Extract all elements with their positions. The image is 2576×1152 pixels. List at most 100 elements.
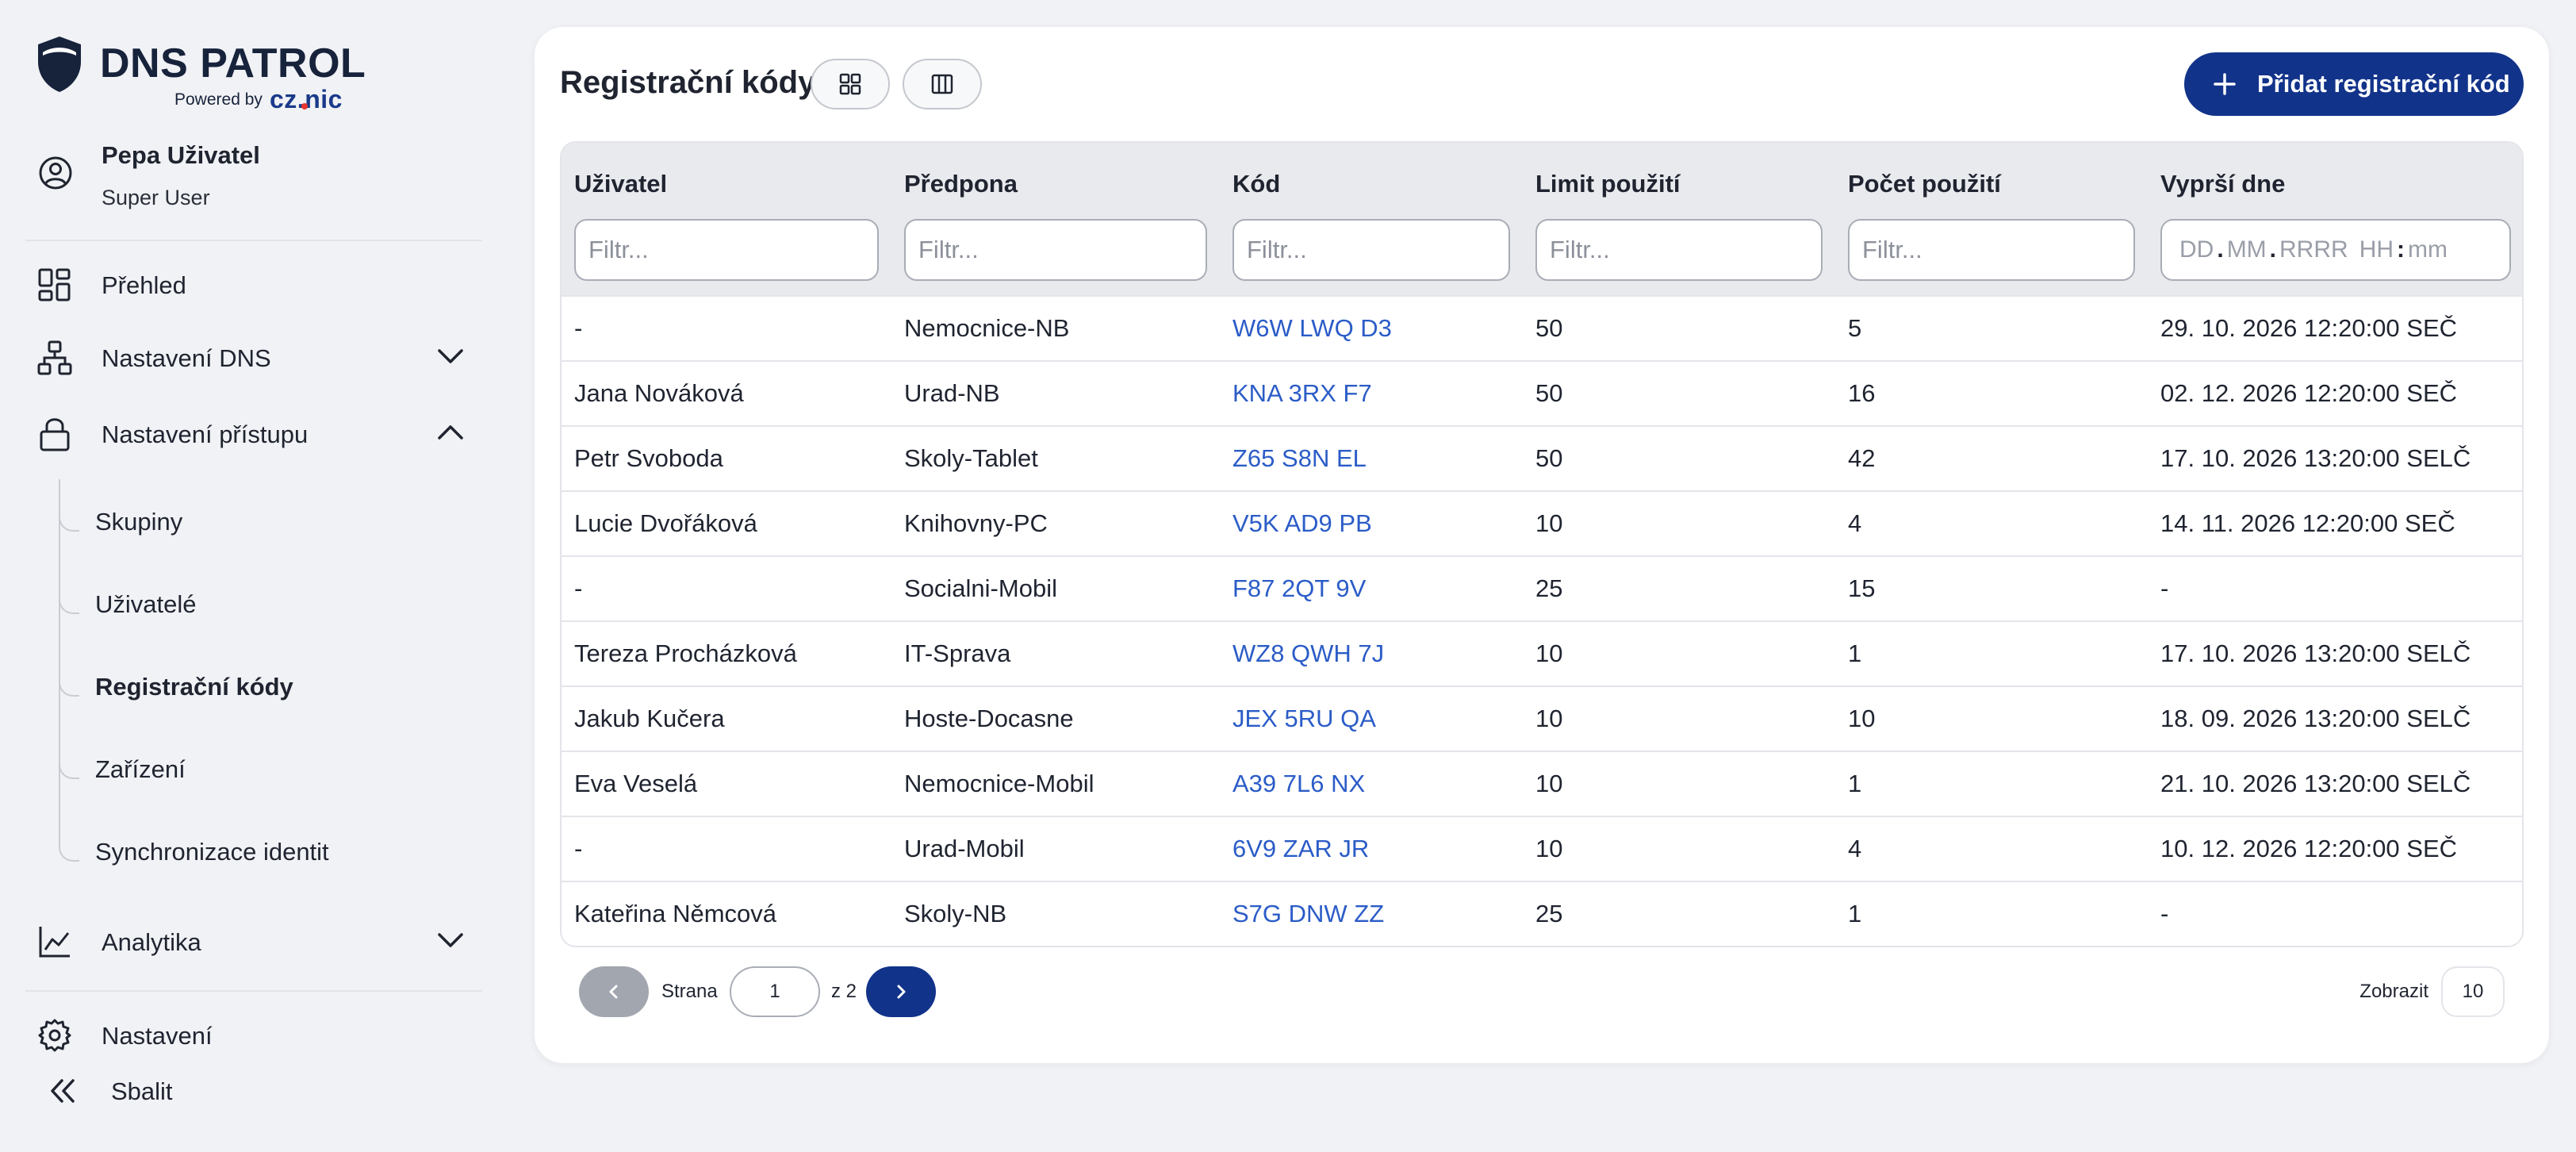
chevron-left-icon <box>609 985 618 999</box>
date-separator: . <box>2269 236 2277 263</box>
cell-code[interactable]: KNA 3RX F7 <box>1232 379 1372 407</box>
add-button-label: Přidat registrační kód <box>2257 70 2510 98</box>
cell-user: Lucie Dvořáková <box>574 509 757 537</box>
grid-view-icon <box>839 73 861 95</box>
filter-usage-count-input[interactable] <box>1848 219 2135 281</box>
page-size-select[interactable]: 10 <box>2441 966 2505 1017</box>
cell-user: - <box>574 574 583 602</box>
page-number-input[interactable] <box>730 966 820 1017</box>
column-header-usage-count[interactable]: Počet použití <box>1848 170 2001 198</box>
cell-usage-limit: 10 <box>1535 705 1563 732</box>
cell-usage-count: 10 <box>1848 705 1876 732</box>
cell-code[interactable]: W6W LWQ D3 <box>1232 314 1392 342</box>
column-header-prefix[interactable]: Předpona <box>904 170 1018 198</box>
cell-prefix: IT-Sprava <box>904 639 1011 667</box>
cell-code[interactable]: JEX 5RU QA <box>1232 705 1376 732</box>
tree-connector <box>59 495 79 532</box>
table-row[interactable]: Jakub Kučera Hoste-Docasne JEX 5RU QA 10 10 1… <box>562 685 2522 751</box>
cell-usage-count: 5 <box>1848 314 1862 342</box>
columns-icon <box>931 74 953 94</box>
time-minute-placeholder: mm <box>2408 236 2448 263</box>
cell-expires: 10. 12. 2026 12:20:00 SEČ <box>2160 835 2458 862</box>
main-card: Registrační kódy Přidat registrační kód … <box>535 27 2549 1063</box>
cell-usage-limit: 25 <box>1535 574 1563 602</box>
sidebar-item-settings[interactable]: Nastavení <box>36 1008 481 1060</box>
dns-patrol-logo[interactable]: DNS PATROL Powered by cz.nic <box>36 35 370 117</box>
table-row[interactable]: - Nemocnice-NB W6W LWQ D3 50 5 29. 10. 2026 1… <box>562 295 2522 360</box>
table-row[interactable]: Tereza Procházková IT-Sprava WZ8 QWH 7J 10 1… <box>562 620 2522 685</box>
table-row[interactable]: - Socialni-Mobil F87 2QT 9V 25 15 - <box>562 555 2522 620</box>
table-row[interactable]: - Urad-Mobil 6V9 ZAR JR 10 4 10. 12. 2026 12:… <box>562 816 2522 881</box>
sidebar-subitem-registration-codes[interactable]: Registrační kódy <box>59 660 471 708</box>
shield-logo-icon <box>38 36 81 92</box>
table-row[interactable]: Jana Nováková Urad-NB KNA 3RX F7 50 16 02. 12… <box>562 360 2522 425</box>
sidebar-subitem-identity-sync[interactable]: Synchronizace identit <box>59 825 471 873</box>
columns-view-button[interactable] <box>903 59 982 109</box>
filter-user-input[interactable] <box>574 219 879 281</box>
sidebar-item-overview[interactable]: Přehled <box>36 257 481 309</box>
column-header-usage-limit[interactable]: Limit použití <box>1535 170 1681 198</box>
filter-prefix-input[interactable] <box>904 219 1207 281</box>
grid-view-button[interactable] <box>811 59 890 109</box>
filter-usage-limit-input[interactable] <box>1535 219 1823 281</box>
next-page-button[interactable] <box>866 966 936 1017</box>
chevron-right-icon <box>897 985 906 999</box>
cell-usage-limit: 10 <box>1535 835 1563 862</box>
powered-by-label: Powered by <box>174 90 263 109</box>
add-registration-code-button[interactable]: Přidat registrační kód <box>2184 52 2524 116</box>
cell-user: Jakub Kučera <box>574 705 725 732</box>
tree-connector <box>59 578 79 614</box>
filter-expiry-date-input[interactable]: DD . MM . RRRR HH : mm <box>2160 219 2511 281</box>
cell-code[interactable]: Z65 S8N EL <box>1232 444 1367 472</box>
cell-expires: - <box>2160 574 2169 602</box>
column-header-user[interactable]: Uživatel <box>574 170 668 198</box>
sidebar-subitem-users[interactable]: Uživatelé <box>59 578 471 625</box>
tree-connector <box>59 660 79 697</box>
column-header-expires[interactable]: Vyprší dne <box>2160 170 2286 198</box>
sidebar-divider <box>25 240 482 241</box>
sidebar-subitem-groups[interactable]: Skupiny <box>59 495 471 543</box>
cell-usage-count: 1 <box>1848 639 1862 667</box>
sidebar-item-dns-settings[interactable]: Nastavení DNS <box>36 330 481 382</box>
time-hour-placeholder: HH <box>2359 236 2394 263</box>
cell-code[interactable]: WZ8 QWH 7J <box>1232 639 1385 667</box>
chevron-down-icon[interactable] <box>436 346 465 367</box>
sidebar: DNS PATROL Powered by cz.nic Pepa Uživat… <box>0 0 508 1152</box>
chevron-down-icon[interactable] <box>436 930 465 950</box>
user-profile[interactable]: Pepa Uživatel Super User <box>36 136 481 224</box>
network-icon <box>37 340 72 375</box>
chevron-up-icon[interactable] <box>436 422 465 443</box>
date-year-placeholder: RRRR <box>2279 236 2348 263</box>
cell-usage-limit: 50 <box>1535 314 1563 342</box>
sidebar-collapse-button[interactable]: Sbalit <box>36 1063 481 1116</box>
sidebar-item-access-settings[interactable]: Nastavení přístupu <box>36 406 481 459</box>
cell-usage-count: 4 <box>1848 835 1862 862</box>
cell-prefix: Knihovny-PC <box>904 509 1048 537</box>
filter-code-input[interactable] <box>1232 219 1510 281</box>
cell-prefix: Nemocnice-Mobil <box>904 770 1094 797</box>
sidebar-item-label: Nastavení přístupu <box>102 420 309 448</box>
cell-code[interactable]: S7G DNW ZZ <box>1232 900 1385 927</box>
page-label: Strana <box>661 981 718 1002</box>
sidebar-subitem-devices[interactable]: Zařízení <box>59 743 471 790</box>
cell-code[interactable]: V5K AD9 PB <box>1232 509 1372 537</box>
cell-expires: 29. 10. 2026 12:20:00 SEČ <box>2160 314 2458 342</box>
table-row[interactable]: Eva Veselá Nemocnice-Mobil A39 7L6 NX 10 1 21… <box>562 751 2522 816</box>
sidebar-subitem-label: Synchronizace identit <box>95 838 329 866</box>
date-day-placeholder: DD <box>2179 236 2214 263</box>
user-role: Super User <box>102 186 210 209</box>
previous-page-button[interactable] <box>579 966 649 1017</box>
sidebar-item-analytics[interactable]: Analytika <box>36 914 481 966</box>
cell-usage-count: 16 <box>1848 379 1876 407</box>
cell-code[interactable]: A39 7L6 NX <box>1232 770 1366 797</box>
dashboard-icon <box>38 268 71 301</box>
table-row[interactable]: Kateřina Němcová Skoly-NB S7G DNW ZZ 25 1 - <box>562 881 2522 946</box>
table-row[interactable]: Lucie Dvořáková Knihovny-PC V5K AD9 PB 10 4 1… <box>562 490 2522 555</box>
cell-expires: - <box>2160 900 2169 927</box>
table-row[interactable]: Petr Svoboda Skoly-Tablet Z65 S8N EL 50 42 17… <box>562 425 2522 490</box>
cell-code[interactable]: F87 2QT 9V <box>1232 574 1367 602</box>
column-header-code[interactable]: Kód <box>1232 170 1281 198</box>
cell-code[interactable]: 6V9 ZAR JR <box>1232 835 1370 862</box>
cell-expires: 17. 10. 2026 13:20:00 SELČ <box>2160 444 2471 472</box>
cell-user: - <box>574 314 583 342</box>
